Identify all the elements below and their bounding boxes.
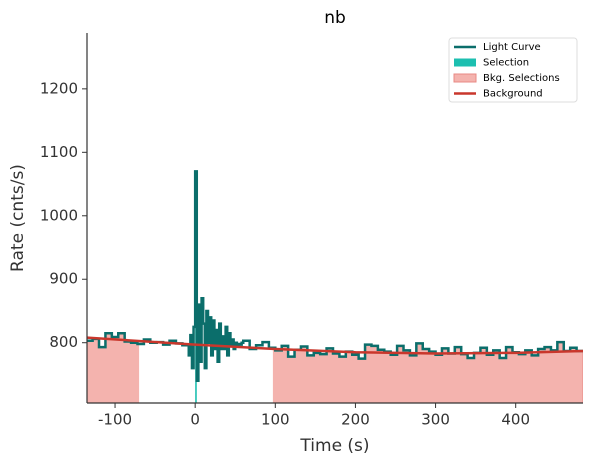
- y-tick-label: 1000: [40, 206, 78, 224]
- legend-box: [448, 37, 578, 103]
- x-tick-label: 200: [341, 411, 370, 429]
- x-tick-label: 100: [261, 411, 290, 429]
- bkg-clip: [272, 341, 583, 403]
- plot-clip: [87, 170, 583, 383]
- x-tick-label: 400: [501, 411, 530, 429]
- x-tick-label: 300: [421, 411, 450, 429]
- chart-title: nb: [324, 8, 346, 28]
- y-tick-label: 1200: [40, 79, 78, 97]
- legend-swatch: [454, 58, 476, 67]
- x-tick-label: 0: [190, 411, 200, 429]
- y-tick-label: 1100: [40, 143, 78, 161]
- legend-label: Selection: [483, 58, 529, 69]
- x-axis-label: Time (s): [299, 436, 369, 456]
- legend-swatch: [453, 73, 477, 83]
- bkg-selection: [272, 341, 583, 403]
- bkg-clip: [87, 332, 140, 403]
- y-tick-label: 800: [49, 333, 78, 351]
- background-line: [87, 336, 583, 355]
- x-tick-label: -100: [98, 411, 132, 429]
- legend-label: Light Curve: [483, 42, 541, 53]
- legend-label: Bkg. Selections: [483, 73, 560, 84]
- legend-label: Background: [483, 89, 543, 100]
- bkg-selection: [87, 332, 140, 403]
- y-axis-label: Rate (cnts/s): [8, 164, 28, 272]
- y-tick-label: 900: [49, 270, 78, 288]
